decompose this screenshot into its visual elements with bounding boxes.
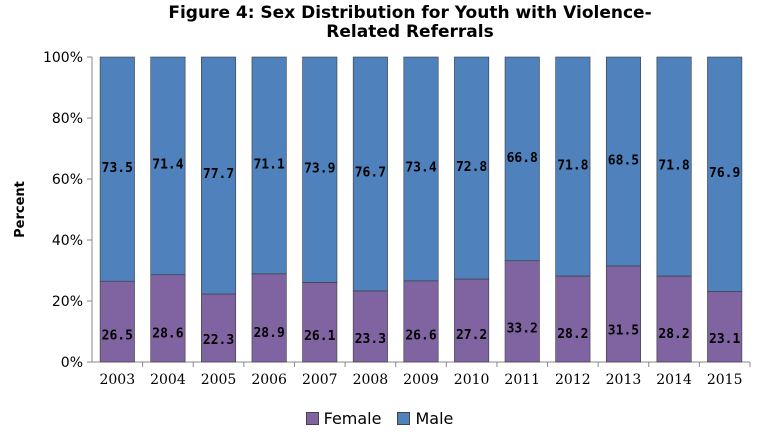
data-label-male-2015: 76.9 (709, 166, 740, 181)
bar-female-2007 (302, 282, 338, 363)
bar-female-2013 (605, 265, 641, 363)
data-label-male-2008: 76.7 (355, 166, 386, 181)
bar-female-2003 (99, 280, 135, 363)
bar-female-2005 (201, 293, 237, 363)
data-label-male-2014: 71.8 (658, 158, 689, 173)
bar-male-2014 (656, 56, 692, 277)
bar-male-2007 (302, 56, 338, 283)
legend-label-male: Male (415, 409, 454, 428)
data-label-female-2011: 33.2 (507, 322, 538, 337)
chart-legend: Female Male (0, 409, 759, 428)
data-label-female-2014: 28.2 (658, 327, 689, 342)
x-tick-label-2005: 2005 (201, 372, 237, 388)
bar-male-2009 (403, 56, 439, 282)
chart-title-line-1: Figure 4: Sex Distribution for Youth wit… (168, 3, 652, 23)
data-label-female-2006: 28.9 (253, 326, 284, 341)
bar-female-2011 (504, 260, 540, 363)
bar-female-2012 (555, 275, 591, 363)
chart-title: Figure 4: Sex Distribution for Youth wit… (60, 4, 759, 42)
y-tick-label: 20% (52, 294, 83, 310)
x-tick-label-2004: 2004 (150, 372, 186, 388)
y-tick-label: 100% (43, 50, 83, 66)
data-label-male-2011: 66.8 (507, 151, 538, 166)
data-label-male-2010: 72.8 (456, 160, 487, 175)
data-label-female-2005: 22.3 (203, 333, 234, 348)
data-label-female-2012: 28.2 (557, 327, 588, 342)
bar-male-2015 (707, 56, 743, 292)
data-label-male-2012: 71.8 (557, 158, 588, 173)
x-tick-label-2010: 2010 (454, 372, 490, 388)
bar-female-2010 (454, 278, 490, 363)
x-tick-label-2011: 2011 (504, 372, 540, 388)
y-tick-label: 60% (52, 172, 83, 188)
legend-swatch-female (305, 412, 319, 425)
bar-male-2011 (504, 56, 540, 262)
data-label-male-2003: 73.5 (102, 161, 133, 176)
bar-male-2008 (352, 56, 388, 292)
data-label-male-2007: 73.9 (304, 161, 335, 176)
data-label-female-2009: 26.6 (405, 328, 436, 343)
bar-male-2010 (454, 56, 490, 280)
bar-female-2015 (707, 291, 743, 363)
x-tick-label-2007: 2007 (302, 372, 338, 388)
x-tick-label-2014: 2014 (656, 372, 692, 388)
y-tick-label: 40% (52, 233, 83, 249)
data-label-male-2004: 71.4 (152, 158, 183, 173)
x-tick-label-2003: 2003 (99, 372, 135, 388)
x-tick-label-2015: 2015 (707, 372, 743, 388)
legend-item-female: Female (305, 409, 382, 428)
bar-male-2006 (251, 56, 287, 275)
bar-female-2006 (251, 273, 287, 363)
data-label-male-2009: 73.4 (405, 161, 436, 176)
data-label-female-2003: 26.5 (102, 329, 133, 344)
data-label-male-2013: 68.5 (608, 153, 639, 168)
x-tick-label-2006: 2006 (251, 372, 287, 388)
x-tick-label-2012: 2012 (555, 372, 591, 388)
legend-swatch-male (397, 412, 411, 425)
bar-female-2009 (403, 280, 439, 363)
x-tick-label-2009: 2009 (403, 372, 439, 388)
x-tick-label-2013: 2013 (606, 372, 642, 388)
data-label-male-2005: 77.7 (203, 167, 234, 182)
bar-female-2014 (656, 275, 692, 363)
bar-male-2012 (555, 56, 591, 277)
data-label-female-2010: 27.2 (456, 328, 487, 343)
y-tick-label: 0% (61, 355, 83, 371)
bar-female-2004 (150, 274, 186, 363)
bar-male-2013 (605, 56, 641, 267)
data-label-female-2004: 28.6 (152, 326, 183, 341)
x-tick-label-2008: 2008 (353, 372, 389, 388)
bar-male-2004 (150, 56, 186, 276)
legend-item-male: Male (397, 409, 453, 428)
bar-male-2005 (201, 56, 237, 295)
bar-female-2008 (352, 290, 388, 363)
y-tick-label: 80% (52, 111, 83, 127)
data-label-male-2006: 71.1 (253, 157, 284, 172)
data-label-female-2007: 26.1 (304, 329, 335, 344)
data-label-female-2013: 31.5 (608, 323, 639, 338)
chart-title-line-2: Related Referrals (326, 22, 494, 42)
bar-male-2003 (99, 56, 135, 282)
data-label-female-2008: 23.3 (355, 332, 386, 347)
data-label-female-2015: 23.1 (709, 332, 740, 347)
y-axis-label: Percent (13, 181, 28, 238)
legend-label-female: Female (323, 409, 382, 428)
